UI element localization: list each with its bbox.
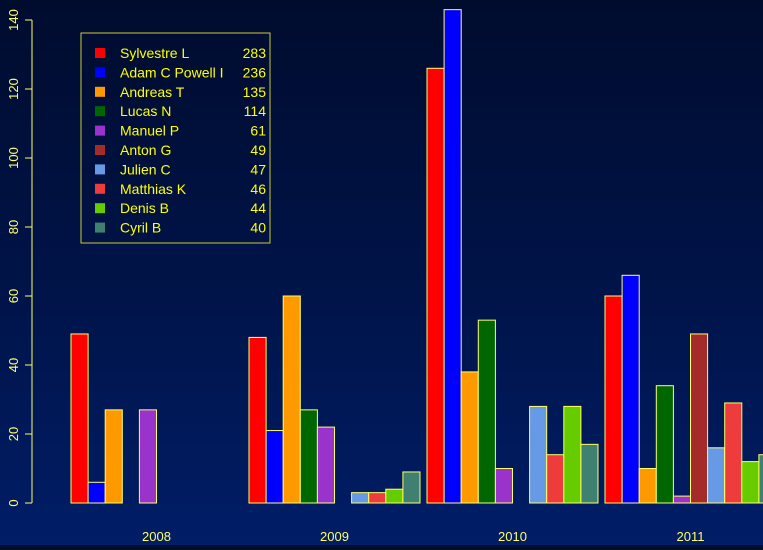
legend-label: Denis B bbox=[120, 200, 169, 216]
bar-2010-matthias-k bbox=[546, 454, 565, 504]
bar-2011-anton-g bbox=[690, 333, 709, 504]
bar-2009-andreas-t bbox=[282, 295, 301, 504]
legend-swatch bbox=[95, 48, 105, 58]
legend-swatch bbox=[95, 164, 105, 175]
x-tick-label: 2008 bbox=[142, 529, 171, 544]
legend-total: 47 bbox=[250, 161, 266, 177]
bar-2009-matthias-k bbox=[368, 492, 387, 504]
legend-label: Anton G bbox=[120, 142, 171, 158]
bar-2011-cyril-b bbox=[758, 454, 763, 504]
x-tick-label: 2010 bbox=[498, 529, 527, 544]
legend-label: Sylvestre L bbox=[120, 45, 189, 61]
bar-2010-adam-c-powell-i bbox=[443, 9, 462, 504]
legend-label: Matthias K bbox=[120, 181, 187, 197]
legend-swatch bbox=[95, 183, 105, 194]
bar-2009-julien-c bbox=[351, 492, 370, 504]
bar-2008-andreas-t bbox=[104, 409, 123, 504]
bar-2009-sylvestre-l bbox=[248, 336, 267, 504]
x-axis-labels: 2008 2009 2010 2011 bbox=[142, 529, 704, 544]
y-tick-label: 0 bbox=[6, 499, 21, 506]
bar-2009-lucas-n bbox=[299, 409, 318, 504]
legend-label: Lucas N bbox=[120, 103, 171, 119]
bar-2011-matthias-k bbox=[724, 402, 743, 504]
legend-total: 40 bbox=[250, 220, 266, 236]
y-tick-label: 140 bbox=[6, 9, 21, 31]
legend-box bbox=[80, 32, 271, 244]
bar-2010-cyril-b bbox=[580, 443, 599, 504]
bar-2008-manuel-p bbox=[138, 409, 157, 504]
bar-2011-denis-b bbox=[741, 461, 760, 504]
y-tick-label: 40 bbox=[6, 358, 21, 372]
y-tick-label: 20 bbox=[6, 427, 21, 441]
legend-swatch bbox=[95, 125, 105, 136]
y-axis: 0 20 40 60 80 100 120 140 bbox=[6, 9, 33, 507]
legend-total: 236 bbox=[243, 64, 267, 80]
x-tick-label: 2011 bbox=[677, 529, 705, 544]
legend-total: 61 bbox=[250, 123, 266, 139]
bar-2010-julien-c bbox=[529, 405, 548, 504]
legend-swatch bbox=[95, 86, 105, 97]
bar-2011-sylvestre-l bbox=[604, 295, 623, 504]
legend-total: 49 bbox=[250, 142, 266, 158]
legend-label: Andreas T bbox=[120, 84, 185, 100]
bar-2011-lucas-n bbox=[655, 385, 674, 504]
y-tick-label: 120 bbox=[6, 78, 21, 100]
bars-layer bbox=[70, 9, 763, 504]
legend-swatch bbox=[95, 67, 105, 78]
bar-2009-manuel-p bbox=[316, 426, 335, 504]
y-tick-label: 100 bbox=[6, 147, 21, 169]
bar-2010-andreas-t bbox=[460, 371, 479, 504]
legend-swatch bbox=[95, 106, 105, 117]
bar-2008-adam-c-powell-i bbox=[87, 481, 106, 504]
legend-total: 44 bbox=[250, 200, 266, 216]
bar-2010-manuel-p bbox=[494, 468, 513, 504]
legend: Sylvestre L 283 Adam C Powell I 236 Andreas … bbox=[80, 32, 271, 244]
y-tick-label: 60 bbox=[6, 289, 21, 303]
legend-label: Adam C Powell I bbox=[120, 64, 223, 80]
bar-2009-denis-b bbox=[385, 488, 404, 504]
bar-2010-lucas-n bbox=[477, 319, 496, 504]
legend-swatch bbox=[95, 203, 105, 214]
bar-2011-manuel-p bbox=[672, 495, 692, 504]
legend-swatch bbox=[95, 222, 105, 233]
legend-label: Manuel P bbox=[120, 123, 179, 139]
bar-2011-andreas-t bbox=[638, 468, 657, 504]
legend-total: 114 bbox=[244, 103, 267, 119]
legend-swatch bbox=[95, 145, 105, 155]
legend-label: Julien C bbox=[120, 161, 171, 177]
legend-total: 46 bbox=[250, 181, 266, 197]
legend-total: 283 bbox=[243, 45, 267, 61]
x-tick-label: 2009 bbox=[320, 529, 349, 544]
bar-2008-sylvestre-l bbox=[70, 333, 89, 504]
bar-2011-adam-c-powell-i bbox=[621, 274, 640, 504]
bar-2009-adam-c-powell-i bbox=[265, 430, 284, 504]
bar-2010-denis-b bbox=[563, 405, 582, 504]
bar-2009-cyril-b bbox=[402, 471, 421, 504]
y-tick-label: 80 bbox=[6, 220, 21, 234]
bar-2011-julien-c bbox=[707, 447, 726, 504]
bar-2010-sylvestre-l bbox=[426, 67, 445, 504]
legend-total: 135 bbox=[243, 84, 267, 100]
legend-label: Cyril B bbox=[120, 220, 161, 236]
